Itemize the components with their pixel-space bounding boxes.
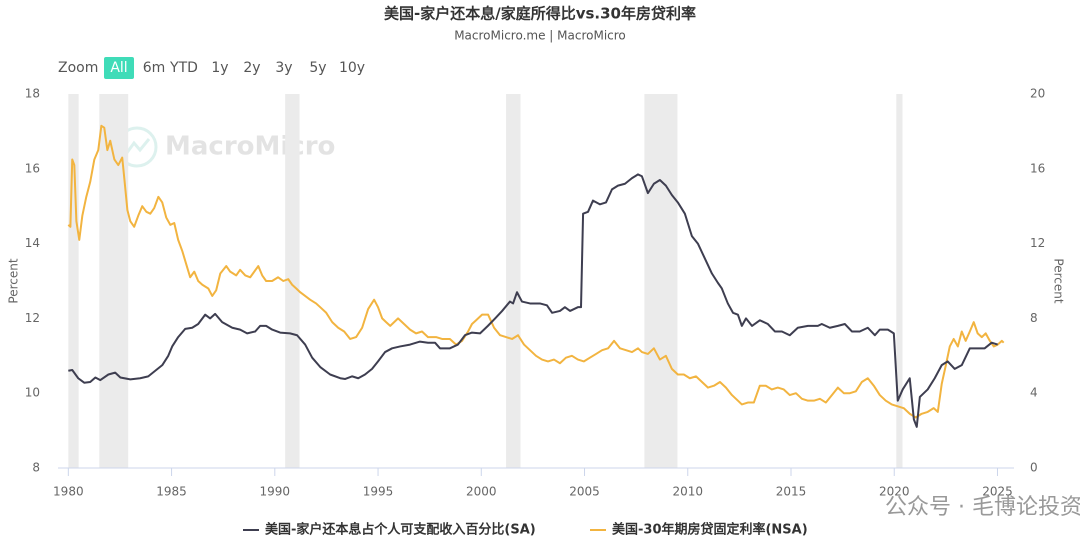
range-button[interactable]: 10y <box>339 60 365 76</box>
x-tick-label: 2010 <box>672 485 703 499</box>
range-button[interactable]: 1y <box>211 60 228 76</box>
range-button-label: 1y <box>211 60 228 76</box>
range-button[interactable]: YTD <box>169 60 198 76</box>
x-tick-label: 2020 <box>879 485 910 499</box>
y2-tick-label: 12 <box>1030 236 1045 250</box>
logo-mark <box>124 138 151 155</box>
y-tick-label: 18 <box>25 87 40 101</box>
y-tick-label: 12 <box>25 311 40 325</box>
x-tick-label: 2005 <box>569 485 600 499</box>
y-axis-title: Percent <box>7 258 21 303</box>
series-line <box>68 173 998 428</box>
recession-band <box>285 94 300 468</box>
recession-band <box>896 94 903 468</box>
x-tick-label: 1980 <box>53 485 84 499</box>
y2-axis-title: Percent <box>1052 258 1066 303</box>
series-line <box>67 124 1005 419</box>
range-button[interactable]: 6m <box>143 60 166 76</box>
range-button-label: All <box>110 60 127 76</box>
x-tick-label: 1985 <box>156 485 187 499</box>
range-button-label: 5y <box>309 60 326 76</box>
recession-band <box>99 94 129 468</box>
y2-tick-label: 8 <box>1030 311 1038 325</box>
range-button[interactable]: 3y <box>275 60 292 76</box>
range-button-label: 6m <box>143 60 166 76</box>
watermark: 公众号 · 毛博论投资 <box>885 495 1080 520</box>
y-tick-label: 16 <box>25 161 40 175</box>
range-button-bg <box>104 57 134 79</box>
range-button[interactable]: 5y <box>309 60 326 76</box>
y2-tick-label: 4 <box>1030 386 1038 400</box>
zoom-label: Zoom <box>58 60 98 76</box>
range-button-label: 10y <box>339 60 365 76</box>
legend-item[interactable]: 美国-30年期房贷固定利率(NSA) <box>590 522 808 538</box>
y-tick-label: 10 <box>25 386 40 400</box>
range-button-label: YTD <box>169 60 198 76</box>
y2-tick-label: 20 <box>1030 87 1045 101</box>
x-tick-label: 2015 <box>776 485 807 499</box>
range-button-label: 3y <box>275 60 292 76</box>
y-tick-label: 8 <box>32 461 40 475</box>
x-tick-label: 1995 <box>363 485 394 499</box>
y-tick-label: 14 <box>25 236 40 250</box>
range-button-label: 2y <box>243 60 260 76</box>
chart-title: 美国-家户还本息/家庭所得比vs.30年房贷利率 <box>384 5 696 23</box>
x-tick-label: 1990 <box>260 485 291 499</box>
recession-band <box>68 94 79 468</box>
y2-tick-label: 16 <box>1030 161 1045 175</box>
recession-band <box>644 94 678 468</box>
legend-label: 美国-30年期房贷固定利率(NSA) <box>612 522 808 538</box>
recession-band <box>506 94 521 468</box>
range-button[interactable]: 2y <box>243 60 260 76</box>
x-tick-label: 2025 <box>982 485 1013 499</box>
watermark: MacroMicro <box>165 132 335 162</box>
chart-subtitle: MacroMicro.me | MacroMicro <box>454 29 626 43</box>
legend-label: 美国-家户还本息占个人可支配收入百分比(SA) <box>265 522 536 538</box>
legend-item[interactable]: 美国-家户还本息占个人可支配收入百分比(SA) <box>243 522 536 538</box>
range-button[interactable]: All <box>104 57 134 79</box>
y2-tick-label: 0 <box>1030 461 1038 475</box>
x-tick-label: 2000 <box>466 485 497 499</box>
